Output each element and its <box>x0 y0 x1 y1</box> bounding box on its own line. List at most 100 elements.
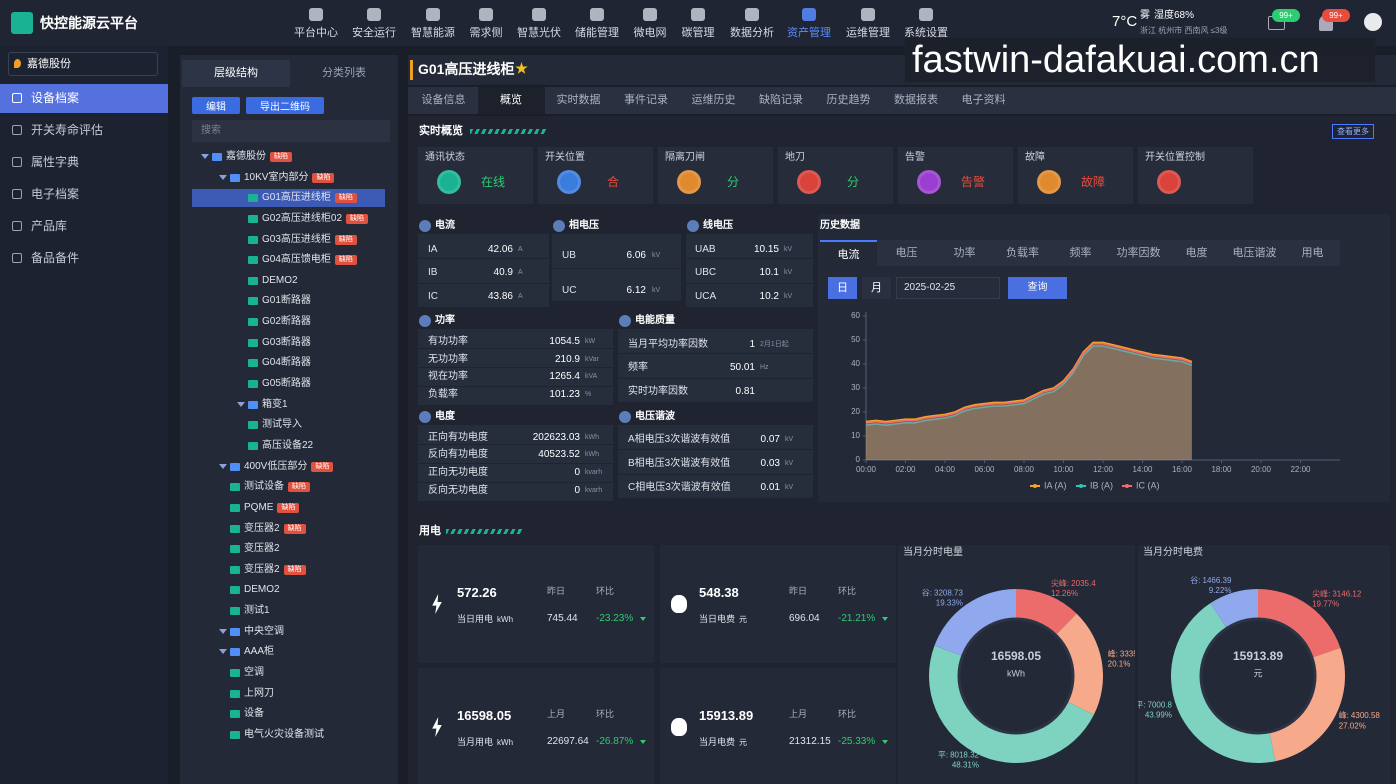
x-tick-label: 22:00 <box>1290 465 1311 474</box>
device-tab[interactable]: 运维历史 <box>691 94 736 106</box>
panel-title: 电度 <box>435 411 455 422</box>
nav-item[interactable]: 运维管理 <box>846 27 890 39</box>
status-icon <box>917 170 941 194</box>
usage-card <box>660 668 896 784</box>
panel-icon <box>419 315 431 327</box>
tree-node[interactable]: PQME 缺陷 <box>244 500 300 516</box>
menu-item[interactable]: 开关寿命评估 <box>31 123 104 137</box>
metric-value: 0.01 <box>760 482 780 493</box>
history-tab[interactable]: 电压谐波 <box>1232 247 1277 259</box>
device-tab[interactable]: 设备信息 <box>421 94 466 106</box>
nav-item[interactable]: 平台中心 <box>294 27 338 39</box>
menu-item[interactable]: 属性字典 <box>31 155 80 169</box>
row-divider <box>418 258 549 260</box>
tree-node[interactable]: G01断路器 <box>262 293 311 309</box>
tree-node[interactable]: 10KV室内部分 缺陷 <box>244 170 335 186</box>
tree-node[interactable]: 中央空调 <box>244 624 284 640</box>
nav-item[interactable]: 资产管理 <box>787 27 831 39</box>
history-tab[interactable]: 功率因数 <box>1116 247 1161 259</box>
row-divider <box>618 377 813 379</box>
tree-node[interactable]: G03高压进线柜 缺陷 <box>262 232 357 248</box>
tree-node[interactable]: 嘉德股份 缺陷 <box>226 149 292 165</box>
nav-item[interactable]: 系统设置 <box>904 27 948 39</box>
tree-node[interactable]: 高压设备22 <box>262 438 313 454</box>
tree-node[interactable]: G03断路器 <box>262 335 311 351</box>
history-tab[interactable]: 负载率 <box>1006 247 1039 259</box>
tree-node[interactable]: 测试1 <box>244 603 270 619</box>
tree-node[interactable]: 电气火灾设备测试 <box>244 727 324 743</box>
nav-item[interactable]: 数据分析 <box>730 27 774 39</box>
tree-node[interactable]: DEMO2 <box>262 273 298 289</box>
menu-item[interactable]: 产品库 <box>31 219 68 233</box>
tree-tab[interactable]: 层级结构 <box>214 67 258 79</box>
history-tab[interactable]: 电压 <box>895 247 918 259</box>
nav-item[interactable]: 智慧光伏 <box>517 27 561 39</box>
history-tab[interactable]: 电度 <box>1185 247 1208 259</box>
device-tab[interactable]: 历史趋势 <box>826 94 871 106</box>
tab-active <box>182 60 290 87</box>
tree-node[interactable]: G02断路器 <box>262 314 311 330</box>
query-button[interactable]: 查询 <box>1008 277 1067 299</box>
metric-value: 10.1 <box>759 267 779 278</box>
avatar[interactable] <box>1364 13 1382 31</box>
tree-node[interactable]: 测试导入 <box>262 417 302 433</box>
change-label: 环比 <box>596 709 615 719</box>
tree-button[interactable]: 编辑 <box>192 97 240 114</box>
tree-node[interactable]: 变压器2 <box>244 541 280 557</box>
tree-node[interactable]: G04高压馈电柜 缺陷 <box>262 252 357 268</box>
favorite-star[interactable] <box>515 62 528 74</box>
nav-item[interactable]: 智慧能源 <box>411 27 455 39</box>
metric-unit: kV <box>652 287 661 294</box>
device-tab[interactable]: 电子资料 <box>961 94 1006 106</box>
history-tab[interactable]: 功率 <box>953 247 976 259</box>
change-label: 环比 <box>838 586 857 596</box>
tree-tab[interactable]: 分类列表 <box>322 67 366 79</box>
mode-button[interactable]: 日 <box>828 277 857 299</box>
menu-item[interactable]: 备品备件 <box>31 251 80 265</box>
search-box[interactable]: 搜索 <box>192 120 390 142</box>
tree-node[interactable]: 空调 <box>244 665 264 681</box>
tree-node[interactable]: 上网刀 <box>244 686 274 702</box>
device-tab[interactable]: 实时数据 <box>556 94 601 106</box>
tree-button[interactable]: 导出二维码 <box>246 97 324 114</box>
status-value: 分 <box>846 175 860 189</box>
menu-item[interactable]: 设备档案 <box>31 91 80 105</box>
tree-node[interactable]: 400V低压部分 缺陷 <box>244 459 334 475</box>
history-tab[interactable]: 用电 <box>1301 247 1324 259</box>
pie-percent: 43.99% <box>1145 710 1172 719</box>
tree-node[interactable]: G01高压进线柜 缺陷 <box>262 190 357 206</box>
date-picker[interactable]: 2025-02-25 <box>896 277 1000 299</box>
menu-item[interactable]: 电子档案 <box>31 187 80 201</box>
x-tick-label: 02:00 <box>895 465 916 474</box>
usage-label-text: 当日电费 <box>699 614 736 624</box>
history-tab[interactable]: 电流 <box>820 240 877 266</box>
x-tick-label: 04:00 <box>935 465 956 474</box>
tree-node[interactable]: 测试设备 缺陷 <box>244 479 310 495</box>
legend-label: IA (A) <box>1044 480 1067 490</box>
nav-item[interactable]: 安全运行 <box>352 27 396 39</box>
tree-node[interactable]: 设备 <box>244 706 264 722</box>
nav-item[interactable]: 碳管理 <box>681 27 715 39</box>
device-tab[interactable]: 事件记录 <box>624 94 668 106</box>
metric-label: 反向无功电度 <box>428 485 488 496</box>
tree-node[interactable]: G05断路器 <box>262 376 311 392</box>
tree-node[interactable]: DEMO2 <box>244 582 280 598</box>
tree-node[interactable]: 箱变1 <box>262 397 288 413</box>
company-select[interactable] <box>8 52 158 76</box>
more-button[interactable]: 查看更多 <box>1332 124 1374 139</box>
nav-item[interactable]: 微电网 <box>633 27 667 39</box>
device-tab[interactable]: 数据报表 <box>894 94 938 106</box>
tree-node[interactable]: G02高压进线柜02 缺陷 <box>262 211 369 227</box>
tree-node[interactable]: AAA柜 <box>244 644 274 660</box>
history-tab[interactable]: 频率 <box>1069 247 1092 259</box>
status-label: 开关位置控制 <box>1145 152 1205 163</box>
mode-button[interactable]: 月 <box>862 277 891 299</box>
tree-node[interactable]: G04断路器 <box>262 355 311 371</box>
device-tab[interactable]: 缺陷记录 <box>759 94 803 106</box>
nav-item[interactable]: 储能管理 <box>575 27 619 39</box>
tree-node[interactable]: 变压器2 缺陷 <box>244 562 306 578</box>
nav-item[interactable]: 需求侧 <box>469 27 503 39</box>
metric-unit: kWh <box>585 434 599 441</box>
tree-node[interactable]: 变压器2 缺陷 <box>244 521 306 537</box>
device-tab[interactable]: 概览 <box>500 94 522 106</box>
